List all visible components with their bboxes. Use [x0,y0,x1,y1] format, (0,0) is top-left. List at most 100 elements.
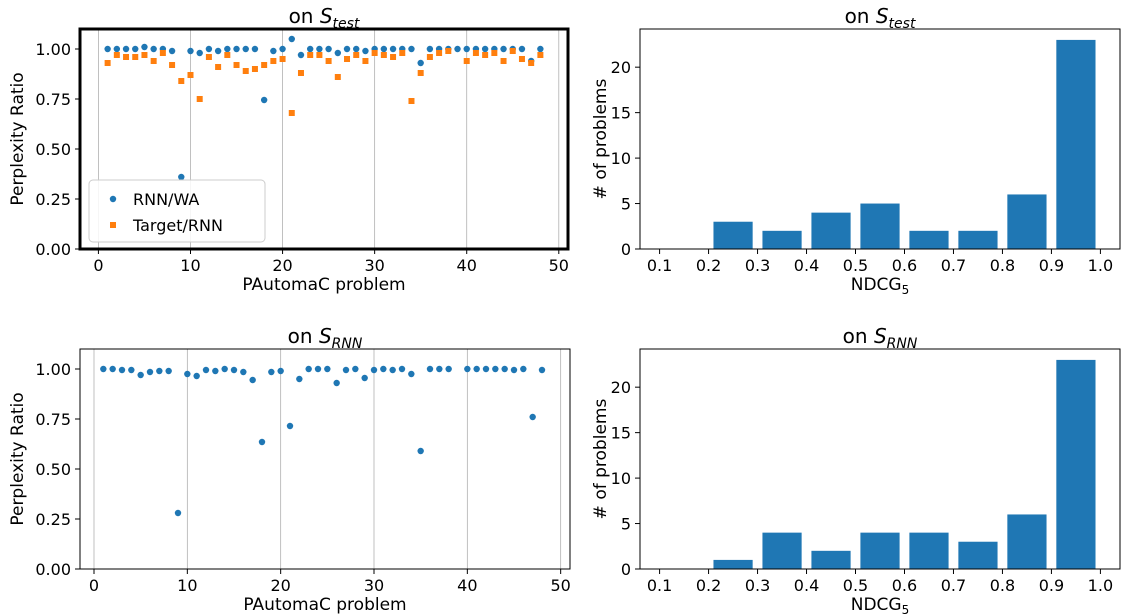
x-tick-label: 40 [457,576,477,595]
x-tick-label: 0.2 [696,256,721,275]
data-point-target-rnn [482,52,489,58]
data-point [463,45,470,53]
data-point-target-rnn [528,60,535,66]
data-point [286,422,294,430]
axes-frame [78,27,570,251]
data-point [398,365,406,373]
data-point [464,365,471,373]
data-point [240,368,247,376]
y-tick-label: 1.00 [35,360,71,379]
data-point [221,365,228,373]
data-point [324,365,331,373]
histogram-bar [713,559,753,569]
x-tick-label: 30 [364,256,384,275]
data-point-target-rnn [159,50,166,56]
data-point [445,365,452,373]
data-point-target-rnn [215,64,222,70]
histogram-bar [958,230,998,249]
x-tick-label: 10 [177,576,197,595]
y-tick-label: 0.00 [35,560,71,579]
data-point [296,375,303,383]
data-point-target-rnn [196,96,203,102]
data-point-target-rnn [537,52,544,58]
y-tick-label: 1.00 [35,40,71,59]
y-tick-label: 20 [611,378,631,397]
histogram-bar [860,532,900,569]
data-point-target-rnn [251,66,258,72]
legend-box [88,179,266,243]
data-point [518,45,526,53]
data-point-target-rnn [472,50,479,56]
data-point [113,45,121,53]
y-tick-label: 0.75 [35,90,71,109]
data-point [249,376,256,384]
data-point [454,45,461,53]
data-point [132,45,139,53]
data-point-target-rnn [279,56,286,62]
data-point-target-rnn [408,98,415,104]
data-point [538,366,546,374]
data-point-target-rnn [509,48,516,54]
data-point [214,47,222,55]
data-point [352,365,359,373]
y-axis-label: Perplexity Ratio [8,392,28,525]
data-point-target-rnn [362,58,369,64]
panel-title: on SRNN [843,324,918,352]
legend-marker-circle [109,195,117,203]
histogram-bar [811,212,851,249]
data-point [270,47,277,55]
data-point-target-rnn [178,78,185,84]
data-point [165,367,172,375]
data-point [333,379,340,387]
histogram-bar [958,541,998,569]
data-point [150,45,157,53]
y-axis-label-group: Perplexity Ratio [8,392,28,525]
x-tick-label: 0.5 [843,576,868,595]
chart-panel-4: on SRNN 0.1 0.2 0.3 0.4 0.5 0.6 0.7 0.8 0.9 1.0 0 5 1… [591,324,1121,614]
x-tick-label: 0.8 [990,576,1015,595]
data-point-target-rnn [491,50,498,56]
axes-frame [79,348,571,570]
data-point [168,47,176,55]
data-point [184,370,191,378]
data-point [361,374,368,382]
axes-frame [639,348,1121,570]
data-point [187,47,194,55]
data-point-target-rnn [307,52,314,58]
data-point [325,45,332,53]
x-tick-label: 0.2 [696,576,721,595]
data-point-target-rnn [169,62,176,68]
data-point [370,366,378,374]
data-point [389,45,397,53]
y-axis-label-group: # of problems [591,399,611,520]
y-tick-label: 0.75 [35,410,71,429]
x-tick-label: 50 [550,576,570,595]
data-point [316,45,323,53]
x-tick-label: 1.0 [1088,576,1113,595]
histogram-bar [1007,194,1047,249]
data-point [242,45,249,53]
histogram-bar [811,550,851,569]
legend-label: RNN/WA [133,190,199,209]
x-tick-label: 0.6 [892,576,917,595]
data-point [417,447,424,455]
data-point [146,368,154,376]
data-point [128,366,135,374]
data-point [279,45,286,53]
data-point-target-rnn [518,56,525,62]
y-tick-label: 20 [611,58,631,77]
histogram-bar [762,532,802,569]
data-point [501,365,508,373]
data-point-target-rnn [316,52,323,58]
x-tick-label: 0.7 [941,256,966,275]
data-point-target-rnn [417,70,424,76]
x-axis-label: NDCG5 [851,595,910,614]
data-point-target-rnn [353,52,360,58]
x-tick-label: 20 [270,576,290,595]
data-point [305,365,312,373]
data-point [174,509,182,517]
data-point [342,366,350,374]
x-tick-label: 0.9 [1039,576,1064,595]
data-point [481,45,489,53]
